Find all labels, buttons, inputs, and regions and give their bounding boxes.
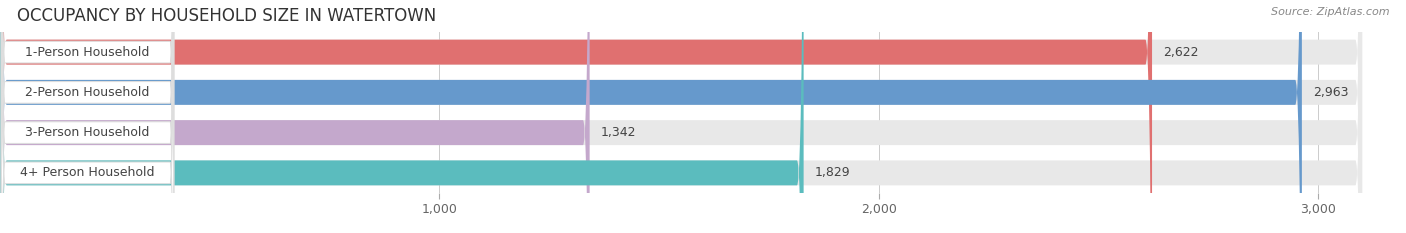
Text: 1-Person Household: 1-Person Household <box>25 46 149 59</box>
FancyBboxPatch shape <box>1 0 174 233</box>
FancyBboxPatch shape <box>0 0 1362 233</box>
FancyBboxPatch shape <box>0 0 1362 233</box>
Text: Source: ZipAtlas.com: Source: ZipAtlas.com <box>1271 7 1389 17</box>
Text: 2-Person Household: 2-Person Household <box>25 86 149 99</box>
FancyBboxPatch shape <box>0 0 1302 233</box>
Text: 2,622: 2,622 <box>1163 46 1198 59</box>
FancyBboxPatch shape <box>0 0 1362 233</box>
FancyBboxPatch shape <box>0 0 1362 233</box>
FancyBboxPatch shape <box>0 0 804 233</box>
Text: OCCUPANCY BY HOUSEHOLD SIZE IN WATERTOWN: OCCUPANCY BY HOUSEHOLD SIZE IN WATERTOWN <box>17 7 436 25</box>
Text: 2,963: 2,963 <box>1313 86 1348 99</box>
FancyBboxPatch shape <box>0 0 589 233</box>
FancyBboxPatch shape <box>1 0 174 233</box>
FancyBboxPatch shape <box>0 0 1152 233</box>
FancyBboxPatch shape <box>1 0 174 233</box>
Text: 3-Person Household: 3-Person Household <box>25 126 149 139</box>
Text: 4+ Person Household: 4+ Person Household <box>20 166 155 179</box>
Text: 1,342: 1,342 <box>600 126 636 139</box>
FancyBboxPatch shape <box>1 0 174 233</box>
Text: 1,829: 1,829 <box>814 166 851 179</box>
